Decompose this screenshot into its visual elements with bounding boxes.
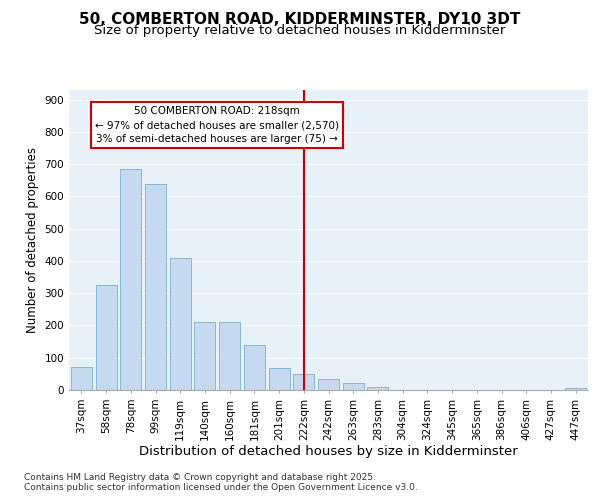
Bar	[170, 258, 191, 390]
Bar	[145, 184, 166, 390]
Text: Contains HM Land Registry data © Crown copyright and database right 2025.
Contai: Contains HM Land Registry data © Crown c…	[24, 473, 418, 492]
Bar	[269, 368, 290, 390]
Bar	[219, 322, 240, 390]
Bar	[367, 387, 388, 390]
Bar	[120, 169, 141, 390]
Y-axis label: Number of detached properties: Number of detached properties	[26, 147, 39, 333]
Bar	[95, 285, 116, 390]
Text: Size of property relative to detached houses in Kidderminster: Size of property relative to detached ho…	[94, 24, 506, 37]
Bar	[318, 378, 339, 390]
Bar	[565, 388, 586, 390]
Text: 50 COMBERTON ROAD: 218sqm
← 97% of detached houses are smaller (2,570)
3% of sem: 50 COMBERTON ROAD: 218sqm ← 97% of detac…	[95, 106, 339, 144]
Bar	[71, 367, 92, 390]
Text: 50, COMBERTON ROAD, KIDDERMINSTER, DY10 3DT: 50, COMBERTON ROAD, KIDDERMINSTER, DY10 …	[79, 12, 521, 28]
Bar	[244, 346, 265, 390]
X-axis label: Distribution of detached houses by size in Kidderminster: Distribution of detached houses by size …	[139, 446, 518, 458]
Bar	[343, 383, 364, 390]
Bar	[293, 374, 314, 390]
Bar	[194, 322, 215, 390]
